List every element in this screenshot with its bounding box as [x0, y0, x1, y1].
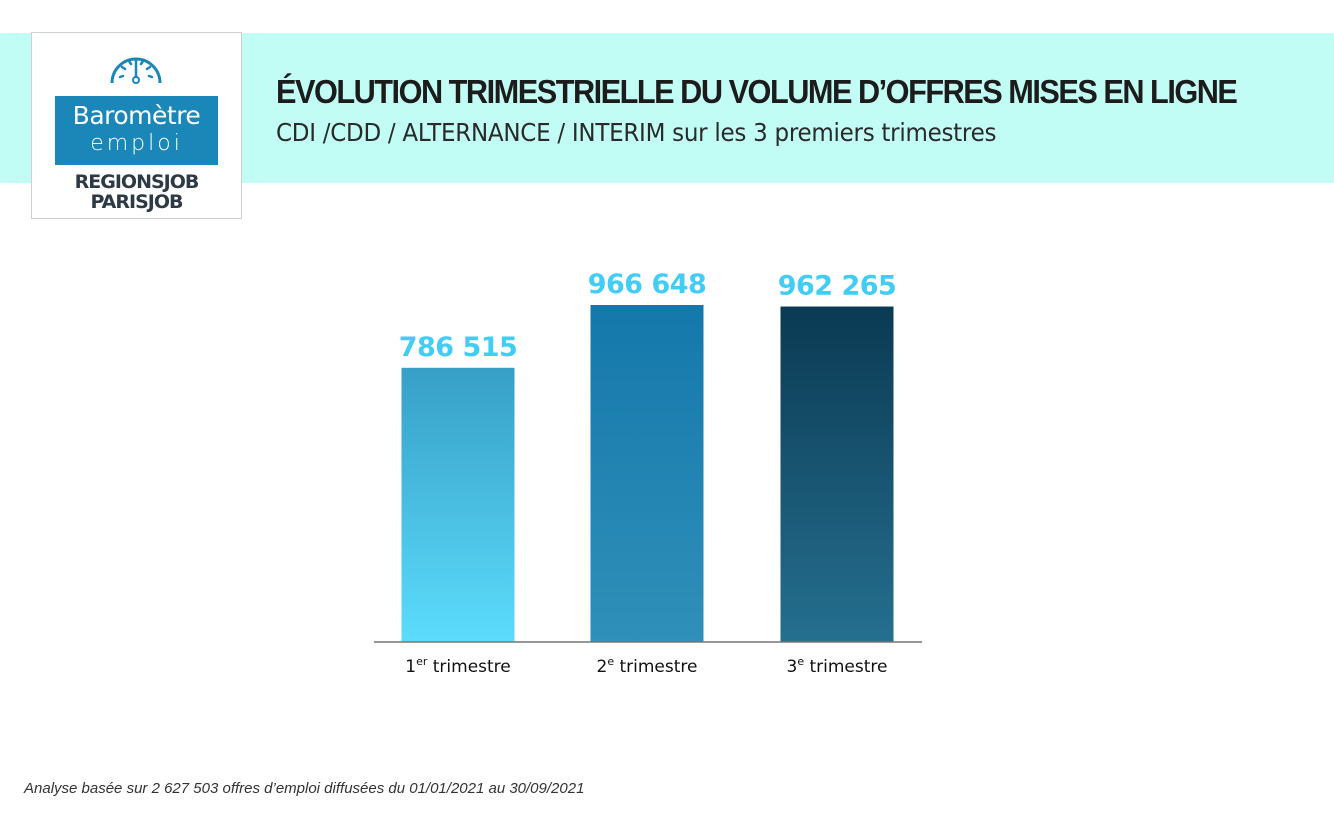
bar-q2 — [590, 305, 704, 642]
value-label-q2: 966 648 — [588, 269, 707, 300]
value-label-q3: 962 265 — [778, 271, 897, 302]
logo-line2: emploi — [90, 131, 183, 156]
x-tick-label-q1: 1er trimestre — [405, 655, 511, 677]
logo-brand-parisjob: PARISJOB — [90, 191, 184, 213]
logo-barometre-block: Baromètre emploi — [55, 96, 218, 165]
x-tick-label-q3: 3e trimestre — [786, 655, 887, 677]
value-label-q1: 786 515 — [399, 332, 518, 363]
bar-q3 — [780, 306, 894, 642]
page-subtitle: CDI /CDD / ALTERNANCE / INTERIM sur les … — [276, 118, 997, 147]
logo-brand-regionsjob: REGIONSJOB — [74, 171, 200, 193]
gauge-icon — [110, 57, 162, 84]
bar-q1 — [401, 367, 515, 642]
page-title: ÉVOLUTION TRIMESTRIELLE DU VOLUME D’OFFR… — [276, 73, 1238, 110]
footnote: Analyse basée sur 2 627 503 offres d’emp… — [24, 780, 585, 797]
logo-line1: Baromètre — [72, 101, 201, 130]
x-tick-label-q2: 2e trimestre — [596, 655, 697, 677]
logo: Baromètre emploi REGIONSJOB PARISJOB — [31, 32, 242, 219]
